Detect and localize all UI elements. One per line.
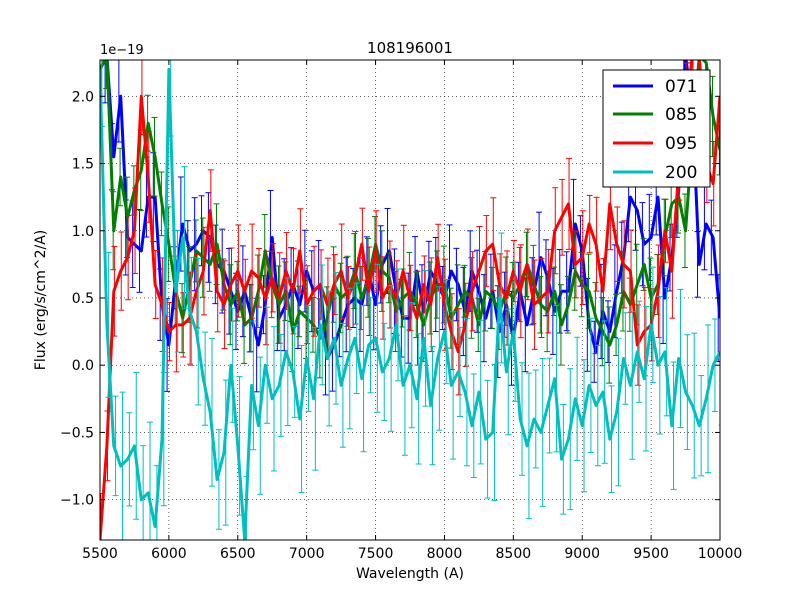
y-tick-label: 1.0 <box>72 224 94 240</box>
x-tick-label: 9500 <box>633 546 669 562</box>
y-tick-label: 1.5 <box>72 157 94 173</box>
x-tick-label: 9000 <box>564 546 600 562</box>
x-tick-label: 6000 <box>151 546 187 562</box>
legend-label-200: 200 <box>665 163 697 183</box>
y-tick-label: 2.0 <box>72 89 94 105</box>
series-200 <box>100 60 720 540</box>
series-095 <box>100 60 720 540</box>
y-ticks-layer: −1.0 −0.5 0.0 0.5 1.0 1.5 2.0 <box>60 89 720 509</box>
x-tick-label: 7500 <box>358 546 394 562</box>
y-tick-label: −0.5 <box>60 425 94 441</box>
x-tick-label: 10000 <box>698 546 743 562</box>
y-tick-label: 0.0 <box>72 358 94 374</box>
legend-label-071: 071 <box>665 77 697 97</box>
x-axis-label: Wavelength (A) <box>356 566 464 582</box>
errorbars-200 <box>100 60 720 540</box>
y-axis-label: Flux (erg/s/cm^2/A) <box>33 230 49 370</box>
x-ticks-layer: 5500 6000 6500 7000 7500 8000 8500 9000 9500 1000… <box>82 60 742 562</box>
series-line-071 <box>100 60 720 360</box>
y-tick-label: −1.0 <box>60 493 94 509</box>
y-tick-label: 0.5 <box>72 291 94 307</box>
x-tick-label: 8000 <box>427 546 463 562</box>
x-tick-label: 7000 <box>289 546 325 562</box>
legend-box <box>602 69 711 188</box>
series-line-200 <box>100 67 720 540</box>
series-line-085 <box>100 60 720 347</box>
series-layer <box>100 60 720 540</box>
legend-label-095: 095 <box>665 134 697 154</box>
legend-label-085: 085 <box>665 105 697 125</box>
x-tick-label: 8500 <box>496 546 532 562</box>
chart-title: 108196001 <box>367 39 453 57</box>
legend: 071 085 095 200 <box>602 69 711 188</box>
series-line-095 <box>100 60 720 540</box>
x-tick-label: 5500 <box>82 546 118 562</box>
x-tick-label: 6500 <box>220 546 256 562</box>
series-085 <box>100 60 720 384</box>
y-offset-label: 1e−19 <box>100 43 144 58</box>
plot-frame <box>99 59 721 541</box>
